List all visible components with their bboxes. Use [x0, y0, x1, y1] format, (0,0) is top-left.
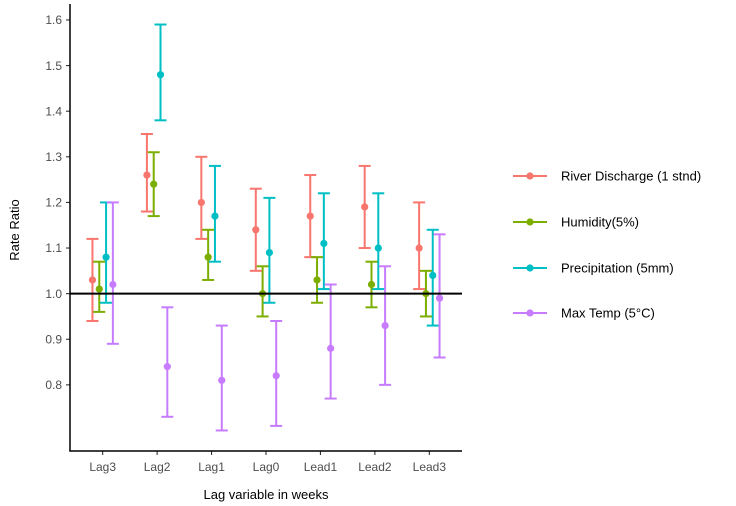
river-discharge-1-stnd-lag2-point: [143, 171, 151, 179]
y-tick-label: 0.8: [45, 378, 62, 392]
river-discharge-1-stnd-lead1-point: [306, 212, 314, 220]
legend-key-point: [526, 218, 534, 226]
y-tick-label: 1.1: [45, 241, 62, 255]
legend-label: Max Temp (5°C): [561, 306, 655, 321]
river-discharge-1-stnd-lag1-point: [197, 198, 205, 207]
legend-key-point: [526, 309, 534, 317]
legend-label: River Discharge (1 stnd): [561, 169, 701, 184]
legend-key-point: [526, 172, 534, 180]
y-tick-label: 1.4: [45, 104, 62, 118]
precipitation-5mm-lag0-point: [265, 248, 274, 257]
humidity-5-lag1-point: [204, 253, 212, 261]
precipitation-5mm-lead3-point: [429, 271, 437, 279]
legend-label: Precipitation (5mm): [561, 261, 674, 276]
max-temp-5-c-lead1-point: [327, 344, 335, 352]
x-tick-label: Lead1: [304, 460, 338, 474]
legend-item-river-discharge: River Discharge (1 stnd): [513, 169, 701, 184]
y-axis-ticks: 0.8 0.9 1.0 1.1 1.2 1.3 1.4 1.5 1.6: [45, 13, 70, 392]
river-discharge-1-stnd-lag3-point: [88, 276, 97, 284]
legend-key-point: [526, 264, 534, 272]
x-axis-title: Lag variable in weeks: [203, 487, 329, 502]
y-tick-label: 0.9: [45, 332, 62, 346]
legend-item-humidity: Humidity(5%): [513, 215, 639, 230]
river-discharge-1-stnd-lead3-point: [415, 244, 423, 252]
legend-item-max-temp: Max Temp (5°C): [513, 306, 655, 321]
x-axis-ticks: Lag3 Lag2 Lag1 Lag0 Lead1 Lead2 Lead3: [89, 451, 446, 474]
river-discharge-1-stnd-lag1-errorbar: [195, 155, 208, 240]
y-tick-label: 1.3: [45, 150, 62, 164]
precipitation-5mm-lag1-point: [211, 212, 219, 220]
x-tick-label: Lead2: [358, 460, 392, 474]
legend-label: Humidity(5%): [561, 215, 639, 230]
precipitation-5mm-lag3-point: [102, 253, 110, 261]
humidity-5-lag3-point: [95, 285, 103, 293]
errorbar-layer: [86, 23, 446, 432]
max-temp-5-c-lag1-point: [218, 376, 226, 384]
precipitation-5mm-lead2-point: [374, 244, 382, 252]
max-temp-5-c-lag2-point: [163, 363, 171, 371]
x-tick-label: Lag3: [89, 460, 116, 474]
humidity-5-lead1-point: [313, 276, 321, 284]
point-layer: [88, 71, 444, 384]
max-temp-5-c-lead3-point: [435, 294, 444, 302]
y-tick-label: 1.5: [45, 59, 62, 73]
humidity-5-lead2-point: [367, 280, 376, 289]
precipitation-5mm-lead2-errorbar: [372, 192, 385, 291]
max-temp-5-c-lag3-point: [109, 280, 117, 289]
max-temp-5-c-lag0-point: [272, 372, 280, 380]
max-temp-5-c-lag3-errorbar: [106, 201, 119, 345]
river-discharge-1-stnd-lead2-point: [361, 203, 369, 211]
humidity-5-lag2-point: [150, 180, 158, 188]
precipitation-5mm-lag2-point: [156, 71, 165, 79]
y-tick-label: 1.0: [45, 287, 62, 301]
legend: River Discharge (1 stnd) Humidity(5%) Pr…: [513, 169, 701, 321]
precipitation-5mm-lead1-point: [320, 239, 328, 248]
legend-item-precipitation: Precipitation (5mm): [513, 261, 674, 276]
y-axis-title: Rate Ratio: [7, 199, 22, 260]
max-temp-5-c-lead2-point: [381, 321, 389, 330]
max-temp-5-c-lead1-errorbar: [324, 283, 337, 400]
x-tick-label: Lead3: [413, 460, 447, 474]
x-tick-label: Lag2: [144, 460, 171, 474]
x-tick-label: Lag0: [253, 460, 280, 474]
y-tick-label: 1.2: [45, 196, 62, 210]
max-temp-5-c-lag2-errorbar: [161, 306, 174, 418]
x-tick-label: Lag1: [198, 460, 225, 474]
river-discharge-1-stnd-lag0-point: [252, 226, 260, 234]
y-tick-label: 1.6: [45, 13, 62, 27]
